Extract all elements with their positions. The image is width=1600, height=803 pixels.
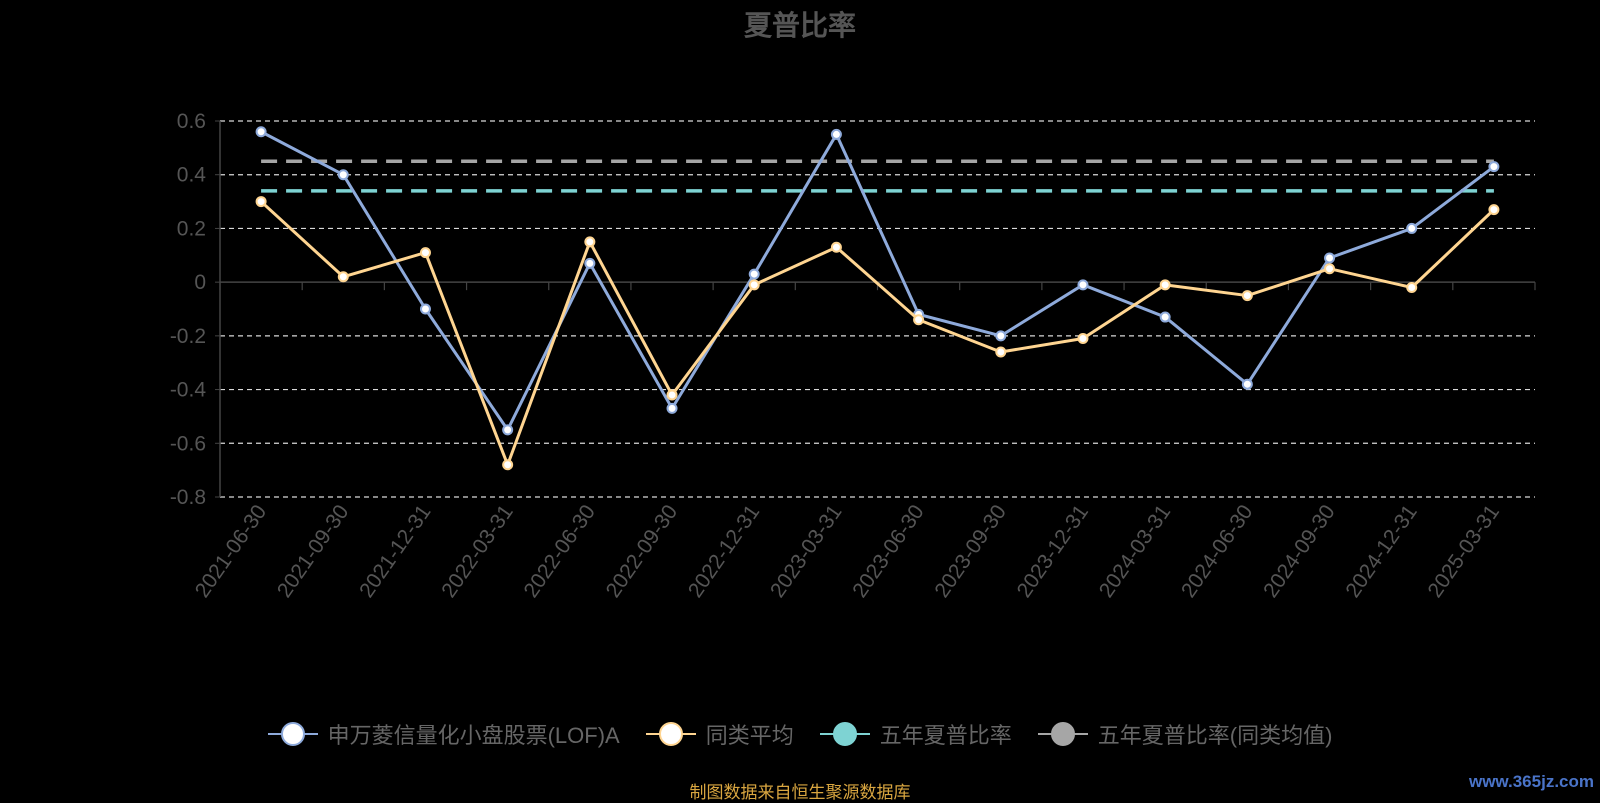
x-tick-label: 2022-03-31 xyxy=(437,501,517,602)
category-average-series-point xyxy=(1241,290,1253,302)
source-note: 制图数据来自恒生聚源数据库 xyxy=(689,783,911,802)
series-layer xyxy=(255,126,1500,471)
x-tick-label: 2022-06-30 xyxy=(519,501,599,602)
y-tick-label: 0.2 xyxy=(177,217,206,240)
x-tick-label: 2022-12-31 xyxy=(684,501,764,602)
watermark: www.365jz.com xyxy=(1468,772,1594,791)
fund-series-point xyxy=(1488,161,1500,173)
x-tick-label: 2024-12-31 xyxy=(1341,501,1421,602)
y-tick-label: -0.2 xyxy=(170,325,206,348)
category-average-series-point xyxy=(1488,204,1500,216)
reference-lines xyxy=(261,159,1494,193)
legend-marker-fund xyxy=(267,721,318,747)
y-tick-label: -0.6 xyxy=(170,432,206,455)
x-tick-label: 2023-09-30 xyxy=(930,501,1010,602)
category-average-series-point xyxy=(748,279,760,291)
x-tick-label: 2022-09-30 xyxy=(602,501,682,602)
fund-series-point xyxy=(502,424,514,436)
category-average-series-point xyxy=(584,236,596,248)
fund-series-point xyxy=(1159,311,1171,323)
category-average-series-point xyxy=(830,241,842,253)
x-tick-labels: 2021-06-30 2021-09-30 2021-12-31 2022-03-31… xyxy=(191,501,1504,602)
fund-series-line xyxy=(260,130,1495,432)
legend-marker-five-year xyxy=(819,721,870,747)
x-tick-label: 2021-06-30 xyxy=(191,501,271,602)
category-average-series-point xyxy=(1324,263,1336,275)
fund-series-point xyxy=(337,169,349,181)
x-tick-label: 2025-03-31 xyxy=(1424,501,1504,602)
x-tick-label: 2021-12-31 xyxy=(355,501,435,602)
fund-series-point xyxy=(1324,252,1336,264)
category-average-series-point xyxy=(255,196,267,208)
legend-label: 同类平均 xyxy=(705,723,794,748)
fund-series-point xyxy=(995,330,1007,342)
legend: 申万菱信量化小盘股票(LOF)A 同类平均 五年夏普比率 五年夏普比率(同类均值… xyxy=(0,718,1600,750)
category-average-series-point xyxy=(995,346,1007,358)
x-tick-label: 2023-12-31 xyxy=(1013,501,1093,602)
fund-series-point xyxy=(1406,222,1418,234)
y-tick-label: -0.8 xyxy=(170,486,206,509)
legend-dot xyxy=(658,722,683,746)
legend-label: 申万菱信量化小盘股票(LOF)A xyxy=(327,723,620,748)
fund-series-point xyxy=(1077,279,1089,291)
category-average-series-point xyxy=(666,389,678,401)
y-tick-label: 0.6 xyxy=(177,110,206,133)
category-average-series-point xyxy=(1406,282,1418,294)
legend-label: 五年夏普比率 xyxy=(879,723,1012,748)
fund-series-point xyxy=(666,402,678,414)
x-tick-label: 2024-06-30 xyxy=(1177,501,1257,602)
legend-marker-category-avg xyxy=(645,721,696,747)
legend-dot xyxy=(832,722,857,746)
fund-series-point xyxy=(584,257,596,269)
legend-item-five-year[interactable]: 五年夏普比率 xyxy=(819,718,1012,750)
legend-dot xyxy=(1050,722,1075,746)
grid-layer xyxy=(220,120,1535,498)
category-average-series-line xyxy=(260,200,1495,467)
axis-layer xyxy=(215,120,1536,498)
legend-item-five-year-category[interactable]: 五年夏普比率(同类均值) xyxy=(1037,718,1333,750)
legend-dot xyxy=(280,722,305,746)
x-tick-label: 2024-09-30 xyxy=(1259,501,1339,602)
legend-marker-five-year-category xyxy=(1037,721,1088,747)
x-tick-label: 2023-06-30 xyxy=(848,501,928,602)
y-tick-label: -0.4 xyxy=(170,379,207,402)
category-average-series-point xyxy=(1159,279,1171,291)
legend-item-fund[interactable]: 申万菱信量化小盘股票(LOF)A xyxy=(267,718,620,750)
y-tick-label: 0 xyxy=(194,271,206,294)
fund-series-point xyxy=(830,128,842,140)
legend-item-category-avg[interactable]: 同类平均 xyxy=(645,718,794,750)
category-average-series-point xyxy=(337,271,349,283)
fund-series-point xyxy=(419,303,431,315)
fund-series-point xyxy=(255,126,267,138)
category-average-series-point xyxy=(419,247,431,259)
legend-label: 五年夏普比率(同类均值) xyxy=(1097,723,1333,748)
category-average-series-point xyxy=(1077,333,1089,345)
y-tick-labels: 0.6 0.4 0.2 0 -0.2 -0.4 -0.6 -0.8 xyxy=(170,110,207,509)
fund-series-point xyxy=(748,268,760,280)
x-tick-label: 2023-03-31 xyxy=(766,501,846,602)
chart-title: 夏普比率 xyxy=(743,10,856,41)
x-tick-label: 2024-03-31 xyxy=(1095,501,1175,602)
category-average-series-point xyxy=(502,459,514,471)
fund-series-point xyxy=(1241,378,1253,390)
x-tick-label: 2021-09-30 xyxy=(273,501,353,602)
y-tick-label: 0.4 xyxy=(177,164,207,187)
category-average-series-point xyxy=(913,314,925,326)
